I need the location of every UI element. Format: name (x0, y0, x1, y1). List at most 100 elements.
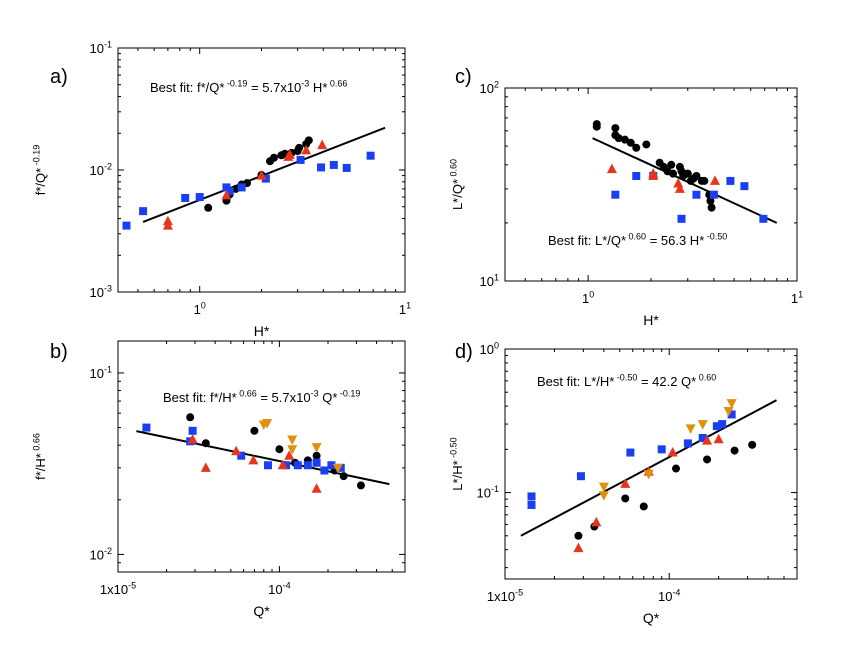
data-point (204, 203, 213, 212)
data-point (626, 448, 635, 457)
data-point (685, 424, 696, 434)
best-fit-line (592, 137, 778, 224)
data-point (632, 143, 641, 152)
data-point (707, 203, 716, 212)
data-point (527, 492, 536, 501)
series-orange (258, 418, 343, 474)
data-point (195, 193, 204, 202)
data-point (592, 122, 601, 131)
series-black (186, 413, 365, 490)
data-point (713, 433, 724, 444)
best-fit-annotation: Best fit: f*/Q* -0.19 = 5.7x10-3 H* 0.66 (150, 79, 347, 95)
data-point (342, 163, 351, 172)
data-point (697, 420, 708, 430)
data-point (614, 134, 623, 143)
y-axis-label: f*/H* 0.66 (32, 433, 48, 480)
y-axis-label-group: L*/H* -0.50 (449, 437, 465, 490)
data-point (277, 459, 288, 470)
panel-label: a) (50, 66, 68, 88)
data-point (677, 214, 686, 223)
data-point (304, 136, 313, 145)
data-point (692, 171, 701, 180)
x-tick-label: 11 (791, 290, 803, 306)
data-point (282, 461, 291, 470)
data-point (657, 445, 666, 454)
x-axis-label: H* (254, 323, 270, 339)
data-point (698, 433, 707, 442)
x-tick-label: 10-4 (658, 588, 680, 604)
data-point (598, 491, 609, 501)
data-point (726, 176, 735, 185)
data-point (620, 478, 631, 488)
data-point (606, 163, 617, 174)
y-tick-label: 10-1 (90, 364, 112, 380)
x-axis-label: Q* (643, 610, 660, 626)
data-point (225, 187, 234, 196)
data-point (626, 138, 635, 147)
data-point (591, 516, 602, 527)
y-tick-label: 102 (480, 80, 499, 96)
data-point (295, 143, 304, 152)
data-point (256, 170, 267, 180)
panel-a: 10 11 10-3 10-2 10-1 H* f*/Q* -0.19 a) Best fit:… (32, 40, 412, 339)
data-point (332, 463, 343, 474)
data-point (611, 124, 620, 133)
data-point (200, 462, 211, 472)
data-point (248, 454, 259, 465)
data-point (293, 461, 302, 470)
data-point (312, 458, 321, 467)
x-axis-label: H* (643, 312, 659, 328)
y-tick-label: 10-2 (90, 162, 112, 178)
data-point (683, 439, 692, 448)
data-point (250, 426, 259, 435)
data-point (275, 445, 284, 454)
data-point (700, 176, 709, 185)
data-point (674, 183, 685, 193)
data-point (702, 435, 713, 445)
x-tick-label: 11 (399, 301, 411, 317)
series-red (606, 163, 721, 193)
data-point (639, 502, 648, 511)
series-blue (527, 410, 736, 509)
y-tick-label: 101 (480, 273, 499, 289)
x-axis-label: Q* (253, 603, 270, 619)
panel-c: 10 11 101 102 H* L*/Q* 0.60 c) Best fit: L*/Q* … (449, 66, 804, 328)
data-point (269, 153, 278, 162)
data-point (336, 463, 345, 472)
data-point (301, 144, 312, 155)
data-point (573, 542, 584, 553)
data-point (648, 170, 659, 180)
series-black (592, 120, 716, 212)
data-point (312, 451, 321, 460)
data-point (710, 175, 721, 185)
data-point (669, 169, 678, 178)
y-tick-label: 10-1 (90, 40, 112, 56)
data-point (643, 469, 654, 480)
data-point (284, 450, 295, 460)
data-point (339, 472, 348, 481)
data-point (187, 433, 198, 444)
series-red (162, 139, 328, 230)
data-point (730, 446, 739, 455)
panel-label: b) (50, 341, 68, 363)
y-axis-label-group: f*/Q* -0.19 (32, 145, 48, 195)
best-fit-annotation: Best fit: L*/H* -0.50 = 42.2 Q* 0.60 (537, 373, 716, 389)
data-point (718, 420, 727, 429)
y-axis-label: L*/H* -0.50 (449, 437, 465, 490)
data-point (672, 464, 681, 473)
panel-b: 1x10-5 10-4 10-2 10-1 Q* f*/H* 0.66 b) Best fit… (32, 340, 406, 619)
data-point (576, 472, 585, 481)
data-point (356, 481, 365, 490)
data-point (139, 207, 148, 216)
data-point (186, 413, 195, 422)
data-point (759, 214, 768, 223)
data-point (142, 423, 151, 432)
data-point (667, 447, 678, 457)
data-point (621, 494, 630, 503)
data-point (723, 406, 734, 417)
data-point (726, 399, 737, 409)
data-point (237, 183, 246, 192)
data-point (317, 163, 326, 172)
